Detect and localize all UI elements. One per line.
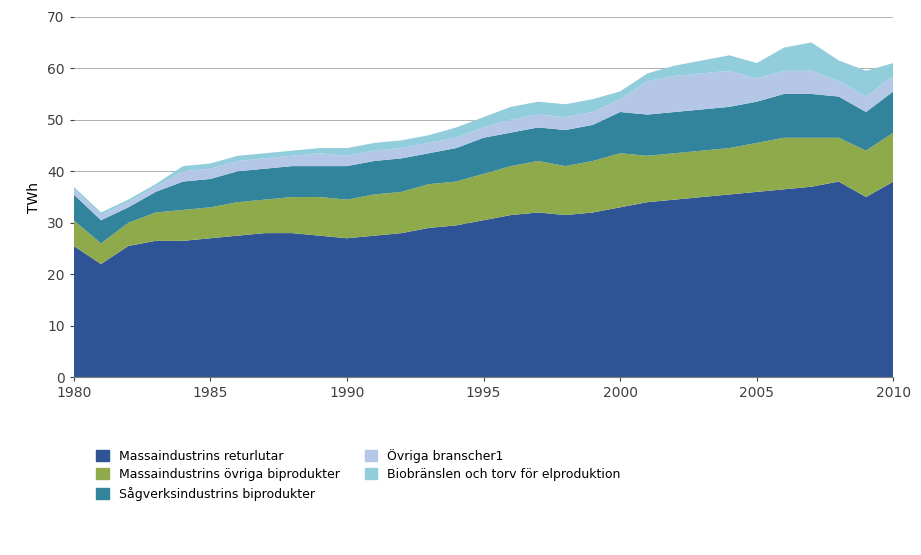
Y-axis label: TWh: TWh — [28, 181, 41, 213]
Legend: Massaindustrins returlutar, Massaindustrins övriga biprodukter, Sågverksindustri: Massaindustrins returlutar, Massaindustr… — [97, 448, 621, 501]
